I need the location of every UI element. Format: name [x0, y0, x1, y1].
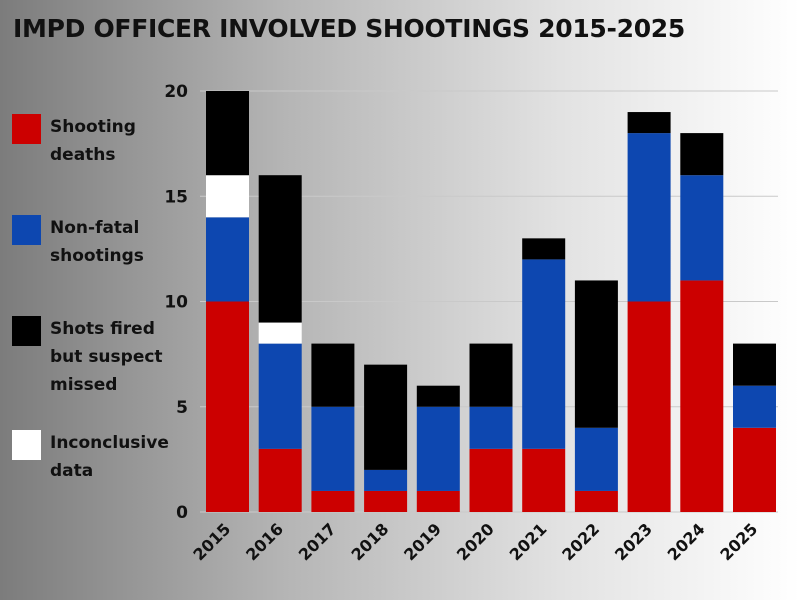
legend-item-shots-missed: Shots fired but suspect missed: [12, 315, 190, 399]
legend-swatch-inconclusive: [12, 430, 41, 460]
y-tick-label-5: 5: [176, 398, 188, 418]
legend-label-non-fatal: Non-fatal shootings: [50, 218, 144, 266]
bar-2017-shooting-deaths: [311, 490, 355, 512]
bar-2020-non-fatal-shootings: [469, 406, 513, 449]
bar-2021-shooting-deaths: [522, 448, 566, 512]
legend-item-inconclusive: Inconclusive data: [12, 429, 190, 485]
legend-swatch-shooting-deaths: [12, 114, 41, 144]
bar-2016-non-fatal-shootings: [258, 343, 302, 449]
bar-2025-shots-fired-but-suspect-missed: [733, 343, 776, 386]
x-tick-label-2016: 2016: [242, 519, 287, 564]
bar-2016-shooting-deaths: [258, 448, 302, 512]
bar-2015-inconclusive-data: [206, 175, 249, 218]
bar-2019-non-fatal-shootings: [416, 406, 460, 491]
x-tick-label-2022: 2022: [558, 519, 603, 564]
x-tick-label-2023: 2023: [611, 519, 656, 564]
bar-2022-shots-fired-but-suspect-missed: [574, 280, 618, 428]
bar-2025-non-fatal-shootings: [733, 385, 776, 428]
bar-2019-shooting-deaths: [416, 490, 460, 512]
y-tick-label-0: 0: [176, 503, 188, 523]
legend-item-shooting-deaths: Shooting deaths: [12, 113, 190, 169]
bar-2021-shots-fired-but-suspect-missed: [522, 238, 566, 260]
bar-2018-shooting-deaths: [364, 490, 408, 512]
chart-title: IMPD OFFICER INVOLVED SHOOTINGS 2015-202…: [13, 14, 685, 43]
legend-swatch-non-fatal: [12, 215, 41, 245]
x-tick-label-2019: 2019: [400, 519, 445, 564]
bar-2018-non-fatal-shootings: [364, 469, 408, 491]
x-tick-label-2020: 2020: [453, 519, 498, 564]
legend-label-inconclusive: Inconclusive data: [50, 433, 169, 481]
bar-2017-shots-fired-but-suspect-missed: [311, 343, 355, 407]
x-tick-label-2021: 2021: [506, 519, 551, 564]
bar-2022-non-fatal-shootings: [574, 427, 618, 491]
bar-2020-shots-fired-but-suspect-missed: [469, 343, 513, 407]
bar-2024-shots-fired-but-suspect-missed: [680, 133, 724, 176]
bar-2025-shooting-deaths: [733, 427, 776, 512]
bar-2015-shooting-deaths: [206, 301, 249, 512]
y-tick-label-15: 15: [164, 187, 188, 207]
bar-2022-shooting-deaths: [574, 490, 618, 512]
bar-2015-shots-fired-but-suspect-missed: [206, 91, 249, 176]
bar-2021-non-fatal-shootings: [522, 259, 566, 449]
legend-item-non-fatal: Non-fatal shootings: [12, 214, 190, 270]
bar-2015-non-fatal-shootings: [206, 217, 249, 302]
x-tick-label-2017: 2017: [295, 519, 340, 564]
bar-2019-shots-fired-but-suspect-missed: [416, 385, 460, 407]
legend-label-shots-missed: Shots fired but suspect missed: [50, 319, 163, 395]
bar-2020-shooting-deaths: [469, 448, 513, 512]
bar-2023-shooting-deaths: [627, 301, 671, 512]
legend-label-shooting-deaths: Shooting deaths: [50, 117, 136, 165]
bar-2016-shots-fired-but-suspect-missed: [258, 175, 302, 323]
legend-swatch-shots-missed: [12, 316, 41, 346]
bar-2018-shots-fired-but-suspect-missed: [364, 364, 408, 470]
bar-2023-shots-fired-but-suspect-missed: [627, 112, 671, 134]
y-tick-label-10: 10: [164, 293, 188, 313]
x-tick-label-2015: 2015: [189, 519, 234, 564]
y-tick-label-20: 20: [164, 82, 188, 102]
bar-2024-non-fatal-shootings: [680, 175, 724, 281]
x-tick-label-2024: 2024: [664, 519, 709, 564]
x-tick-label-2018: 2018: [348, 519, 393, 564]
bar-2024-shooting-deaths: [680, 280, 724, 512]
x-tick-label-2025: 2025: [716, 519, 761, 564]
bar-2023-non-fatal-shootings: [627, 133, 671, 302]
bar-2016-inconclusive-data: [258, 322, 302, 344]
bar-2017-non-fatal-shootings: [311, 406, 355, 491]
